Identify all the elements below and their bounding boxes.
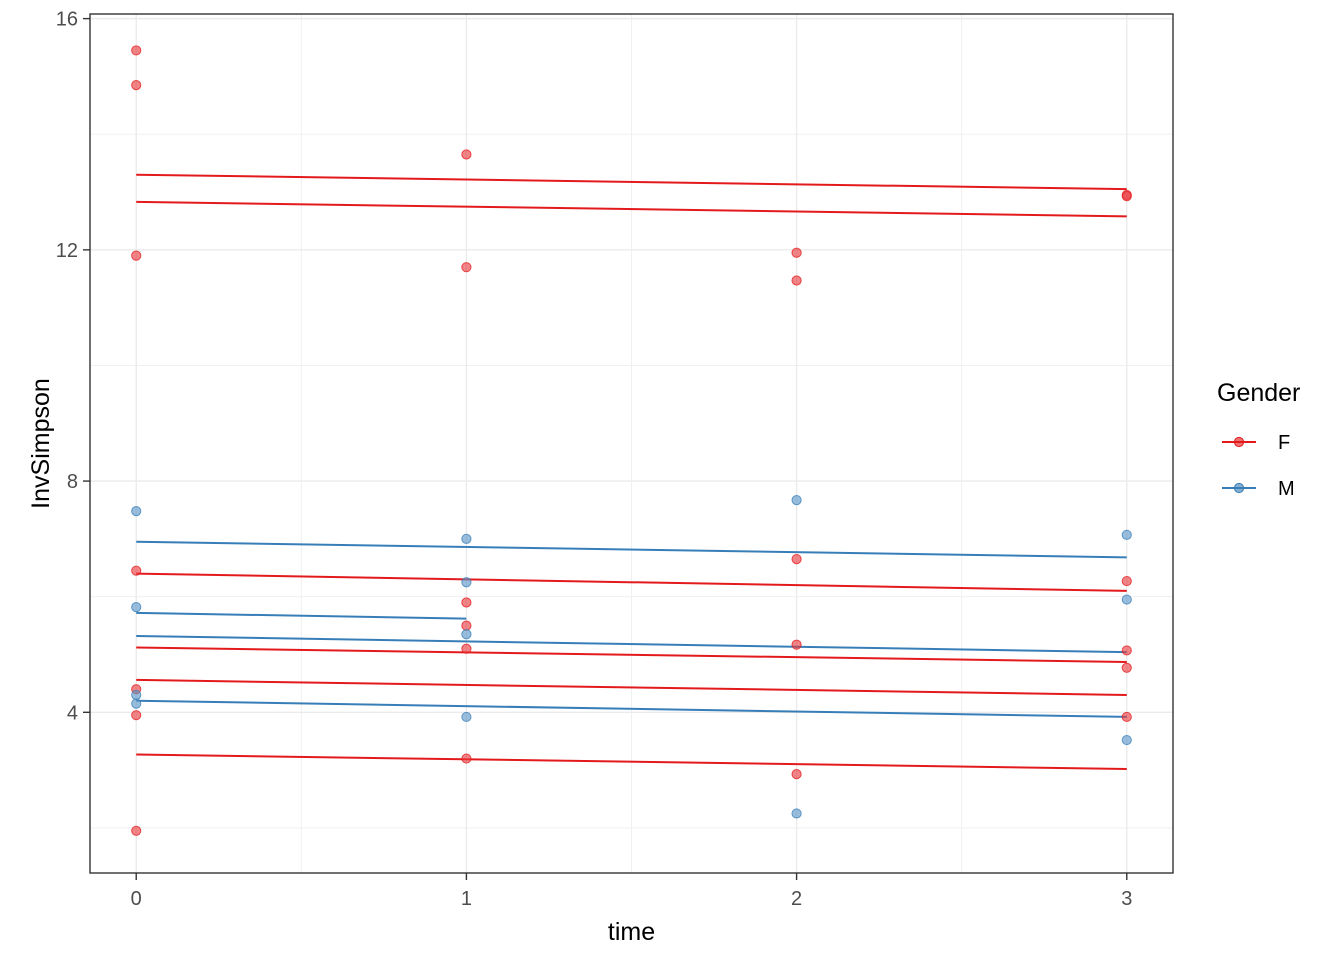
point-m [131,601,142,613]
point-f [461,620,472,631]
trend-line-f [136,678,1127,696]
point-f [461,597,472,608]
point-m [461,577,472,588]
point-f [131,565,142,576]
trend-line-f [136,572,1127,592]
x-tick-label: 2 [791,888,802,910]
trend-line-m [136,611,467,620]
legend-key-point-f [1233,436,1245,448]
point-f [1121,190,1132,202]
point-m [461,711,472,723]
point-m [1121,594,1132,605]
y-tick-label: 4 [67,702,78,724]
point-f [461,149,472,160]
point-f [131,710,142,721]
trend-line-m [136,699,1127,718]
point-m [791,808,802,819]
y-axis-title: InvSimpson [27,378,55,509]
panel-border [89,13,1174,874]
point-f [791,247,802,258]
point-f [1121,711,1132,723]
point-f [791,769,802,780]
grid-major [90,14,1173,873]
point-m [1121,734,1132,746]
point-m [131,506,142,517]
x-tick-label: 1 [461,888,472,910]
y-tick-label: 12 [56,240,78,262]
x-axis: 0 1 2 3 [131,873,1132,910]
point-f [1121,645,1132,656]
point-m [461,533,472,544]
trend-line-f [136,646,1127,664]
y-tick-label: 8 [67,471,78,493]
point-f [131,825,142,836]
point-f [791,554,802,565]
point-f [131,250,142,261]
legend: Gender F M [1217,379,1300,500]
point-f [791,639,802,650]
legend-key-point-m [1233,482,1245,494]
point-f [1121,662,1132,673]
point-f [461,643,472,654]
point-m [1121,529,1132,540]
point-f [1121,575,1132,587]
trend-lines [136,173,1127,770]
y-tick-label: 16 [56,9,78,31]
legend-label-m: M [1278,478,1295,500]
legend-label-f: F [1278,432,1290,454]
x-axis-title: time [608,918,655,946]
point-m [791,495,802,506]
grid-minor [90,14,1173,873]
point-f [131,80,142,91]
point-f [791,275,802,286]
point-f [461,753,472,764]
y-axis: 4 8 12 16 [56,9,90,724]
trend-line-f [136,173,1127,191]
trend-line-m [136,634,1127,654]
point-f [131,45,142,56]
x-tick-label: 0 [131,888,142,910]
trend-line-f [136,753,1127,770]
data-points [131,45,1132,836]
legend-title: Gender [1217,379,1300,407]
point-f [461,262,472,273]
plot-area [89,13,1174,874]
x-tick-label: 3 [1121,888,1132,910]
point-m [131,689,142,701]
point-m [131,698,142,709]
trend-line-m [136,540,1127,559]
point-m [461,629,472,640]
trend-line-f [136,200,1127,218]
